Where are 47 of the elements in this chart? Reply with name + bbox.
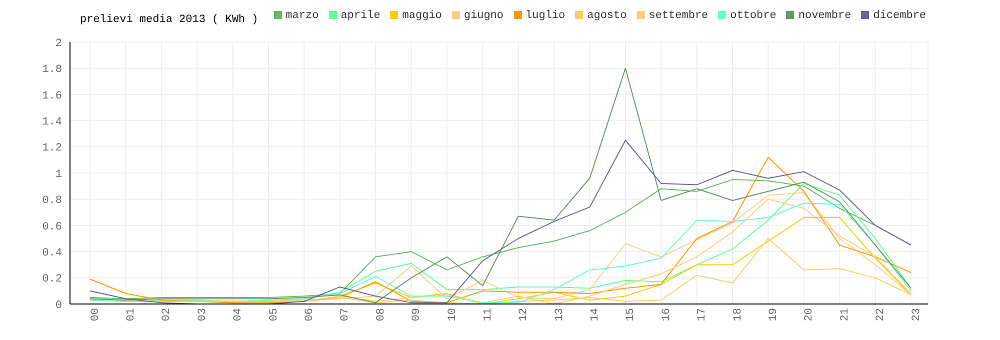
x-tick-label: 00 xyxy=(90,308,102,322)
legend-label: giugno xyxy=(464,10,504,22)
x-tick-label: 22 xyxy=(875,308,888,322)
x-tick-label: 10 xyxy=(446,308,459,322)
legend-label: luglio xyxy=(526,10,566,22)
legend-label: marzo xyxy=(286,10,319,22)
y-tick-label: 0.4 xyxy=(42,248,62,260)
x-tick-label: 15 xyxy=(625,308,638,322)
x-tick-label: 08 xyxy=(375,308,388,322)
x-tick-label: 21 xyxy=(839,308,852,322)
x-tick-label: 20 xyxy=(804,308,816,322)
x-tick-label: 04 xyxy=(232,308,245,322)
x-tick-label: 02 xyxy=(161,308,174,322)
y-tick-label: 0.2 xyxy=(42,274,62,286)
legend-label: aprile xyxy=(340,10,380,22)
x-tick-label: 03 xyxy=(196,308,209,322)
y-tick-label: 0.6 xyxy=(42,221,62,234)
y-tick-label: 1.8 xyxy=(42,64,62,76)
x-tick-label: 23 xyxy=(910,308,923,322)
x-tick-label: 13 xyxy=(554,308,566,322)
legend-label: ottobre xyxy=(730,10,776,22)
x-tick-label: 18 xyxy=(732,308,744,322)
x-tick-label: 11 xyxy=(482,308,494,322)
y-tick-label: 1.4 xyxy=(42,116,62,129)
y-tick-label: 2 xyxy=(55,38,62,50)
legend-label: maggio xyxy=(402,10,442,22)
x-tick-label: 09 xyxy=(411,308,424,322)
y-tick-label: 0.8 xyxy=(42,195,62,208)
x-tick-label: 14 xyxy=(590,308,602,322)
x-tick-label: 12 xyxy=(518,308,530,322)
chart-title: prelievi media 2013 ( KWh ) xyxy=(80,14,258,26)
x-tick-label: 01 xyxy=(126,308,138,322)
y-tick-label: 1.6 xyxy=(42,90,62,102)
legend-label: novembre xyxy=(798,10,852,22)
legend-label: agosto xyxy=(587,10,627,22)
y-tick-label: 1 xyxy=(55,168,62,181)
x-tick-label: 19 xyxy=(768,308,780,322)
x-tick-label: 05 xyxy=(268,308,280,322)
x-tick-label: 17 xyxy=(696,308,709,322)
y-tick-label: 1.2 xyxy=(42,142,62,155)
line-series xyxy=(90,68,912,304)
x-tick-label: 06 xyxy=(304,308,316,322)
y-tick-label: 0 xyxy=(55,300,62,312)
x-tick-label: 16 xyxy=(660,308,673,322)
x-tick-label: 07 xyxy=(340,308,352,322)
legend-label: settembre xyxy=(648,10,708,22)
legend-label: dicembre xyxy=(873,10,926,22)
